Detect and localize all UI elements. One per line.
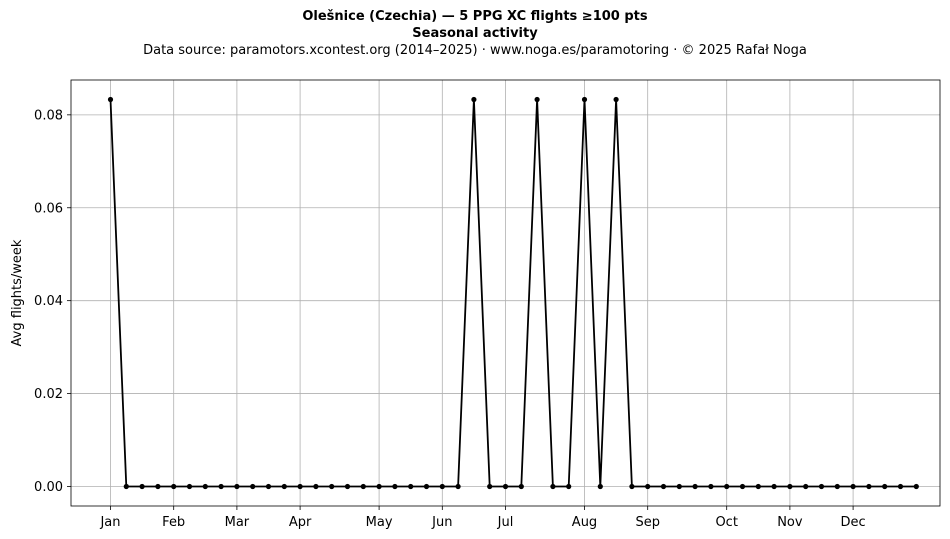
- data-point: [518, 483, 524, 490]
- series-line: [109, 98, 917, 488]
- data-point: [613, 96, 619, 103]
- data-point: [171, 483, 177, 490]
- data-point: [597, 483, 603, 490]
- y-tick-label: 0.00: [34, 480, 63, 495]
- data-point: [897, 483, 904, 490]
- y-tick-label: 0.06: [34, 201, 63, 216]
- chart-header: Olešnice (Czechia) — 5 PPG XC flights ≥1…: [0, 8, 950, 60]
- data-point: [313, 483, 319, 490]
- y-axis-label: Avg flights/week: [10, 239, 25, 346]
- chart-title: Olešnice (Czechia) — 5 PPG XC flights ≥1…: [302, 9, 648, 24]
- data-point: [155, 483, 161, 490]
- data-point: [344, 483, 351, 490]
- data-point: [834, 483, 840, 490]
- data-point: [550, 483, 556, 490]
- x-tick-label: Jan: [99, 515, 120, 530]
- data-point: [771, 483, 777, 490]
- data-point: [818, 483, 825, 490]
- data-point: [913, 483, 919, 490]
- data-point: [423, 483, 430, 490]
- data-point: [850, 483, 856, 490]
- data-point: [218, 483, 224, 490]
- data-point: [787, 483, 793, 490]
- data-point: [739, 483, 746, 490]
- x-tick-label: Oct: [715, 515, 737, 530]
- axes: [67, 79, 941, 510]
- data-point: [755, 483, 761, 490]
- tick-labels: Jan Feb Mar Apr May Jun Jul Aug Sep Oct Nov Dec 0.00…: [10, 108, 866, 530]
- x-tick-label: May: [366, 515, 393, 530]
- x-tick-label: Feb: [162, 515, 185, 530]
- grid-lines: [71, 80, 940, 506]
- data-point: [392, 483, 398, 490]
- data-point: [660, 483, 667, 490]
- data-point: [329, 483, 335, 490]
- data-point: [676, 483, 682, 490]
- data-point: [123, 483, 129, 490]
- data-point: [202, 483, 208, 490]
- data-point: [107, 96, 114, 103]
- data-point: [297, 483, 303, 490]
- data-point: [139, 483, 145, 490]
- data-point: [866, 483, 872, 490]
- series-layer: [107, 96, 919, 490]
- data-point: [376, 483, 382, 490]
- data-point: [566, 483, 572, 490]
- data-point: [645, 483, 651, 490]
- x-tick-label: Jul: [497, 515, 514, 530]
- data-point: [455, 483, 461, 490]
- y-tick-label: 0.04: [34, 294, 63, 309]
- x-tick-label: Aug: [572, 515, 597, 530]
- data-point: [250, 483, 256, 490]
- data-point: [281, 483, 287, 490]
- chart-source-line: Data source: paramotors.xcontest.org (20…: [143, 43, 807, 58]
- data-point: [502, 483, 509, 490]
- data-point: [724, 483, 730, 490]
- x-tick-label: Jun: [431, 515, 452, 530]
- x-tick-label: Apr: [289, 515, 312, 530]
- data-point: [487, 483, 493, 490]
- y-tick-label: 0.02: [34, 387, 63, 402]
- data-point: [803, 483, 809, 490]
- data-point: [186, 483, 193, 490]
- data-point: [439, 483, 445, 490]
- data-point: [234, 483, 240, 490]
- data-point: [534, 96, 540, 103]
- plot-frame: [70, 79, 941, 507]
- x-tick-label: Sep: [635, 515, 660, 530]
- data-point: [708, 483, 714, 490]
- data-point: [360, 483, 366, 490]
- data-point: [692, 483, 698, 490]
- data-point: [629, 483, 635, 490]
- y-tick-label: 0.08: [34, 108, 63, 123]
- data-point: [581, 96, 588, 103]
- data-point: [265, 483, 272, 490]
- data-point: [882, 483, 888, 490]
- x-tick-label: Mar: [225, 515, 250, 530]
- data-point: [471, 96, 477, 103]
- data-point: [408, 483, 414, 490]
- chart-subtitle: Seasonal activity: [412, 26, 538, 41]
- x-tick-label: Dec: [841, 515, 866, 530]
- x-tick-label: Nov: [777, 515, 803, 530]
